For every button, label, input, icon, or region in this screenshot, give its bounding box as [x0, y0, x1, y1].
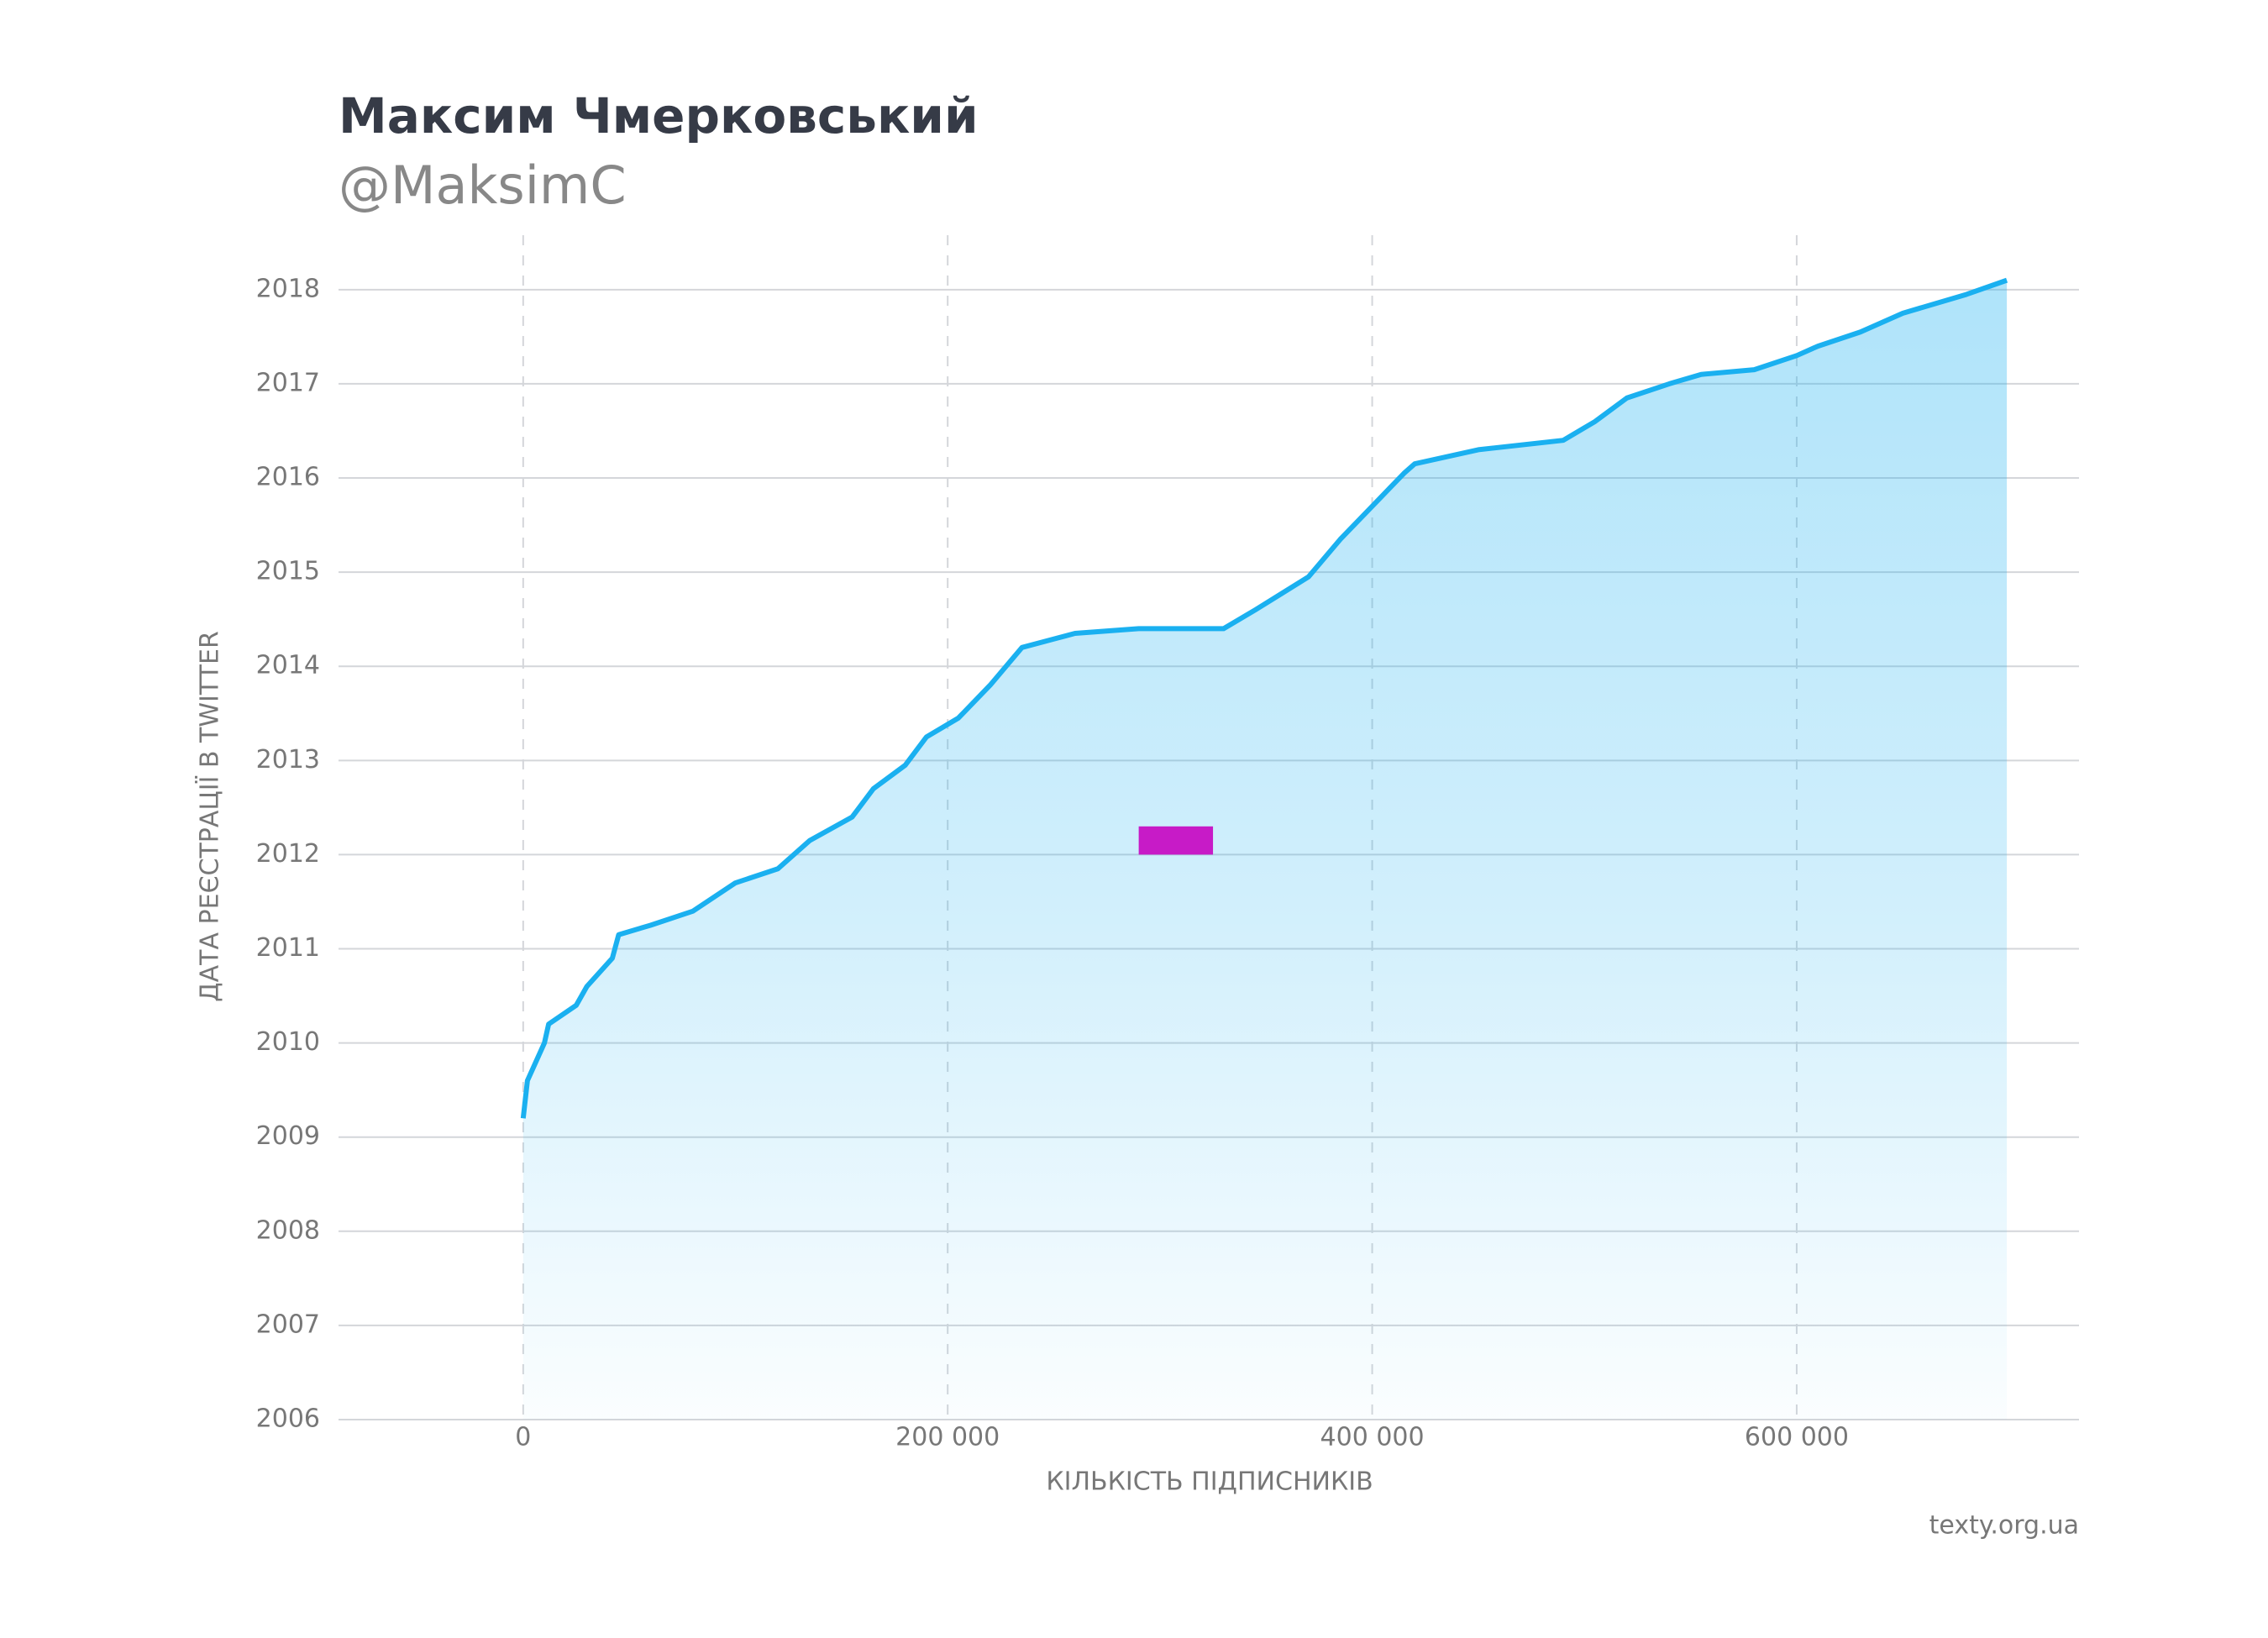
chart-title: Максим Чмерковський: [339, 87, 979, 144]
y-tick-label: 2007: [256, 1310, 320, 1339]
source: texty.org.ua: [1929, 1511, 2079, 1541]
y-tick-label: 2015: [256, 557, 320, 586]
area: [522, 280, 2008, 1420]
y-tick-label: 2018: [256, 274, 320, 303]
y-tick-label: 2010: [256, 1027, 320, 1057]
x-tick-label: 0: [515, 1423, 531, 1452]
x-tick-label: 400 000: [1320, 1423, 1425, 1452]
y-tick-label: 2013: [256, 745, 320, 774]
y-tick-label: 2012: [256, 839, 320, 869]
y-tick-label: 2009: [256, 1121, 320, 1151]
y-tick-label: 2008: [256, 1215, 320, 1245]
frontier-line: [520, 277, 2008, 1119]
y-tick-label: 2017: [256, 368, 320, 397]
x-tick-label: 200 000: [895, 1423, 1000, 1452]
y-axis-label: ДАТА РЕЄСТРАЦІЇ В TWITTER: [195, 631, 225, 1002]
y-tick-label: 2011: [256, 933, 320, 963]
y-tick-label: 2014: [256, 651, 320, 680]
highlight-band: [1138, 826, 1214, 855]
y-tick-label: 2006: [256, 1404, 320, 1434]
x-axis-label: КІЛЬКІСТЬ ПІДПИСНИКІВ: [1046, 1467, 1373, 1497]
x-tick-label: 600 000: [1745, 1423, 1849, 1452]
y-tick-label: 2016: [256, 463, 320, 492]
chart-subtitle: @MaksimC: [339, 155, 627, 216]
